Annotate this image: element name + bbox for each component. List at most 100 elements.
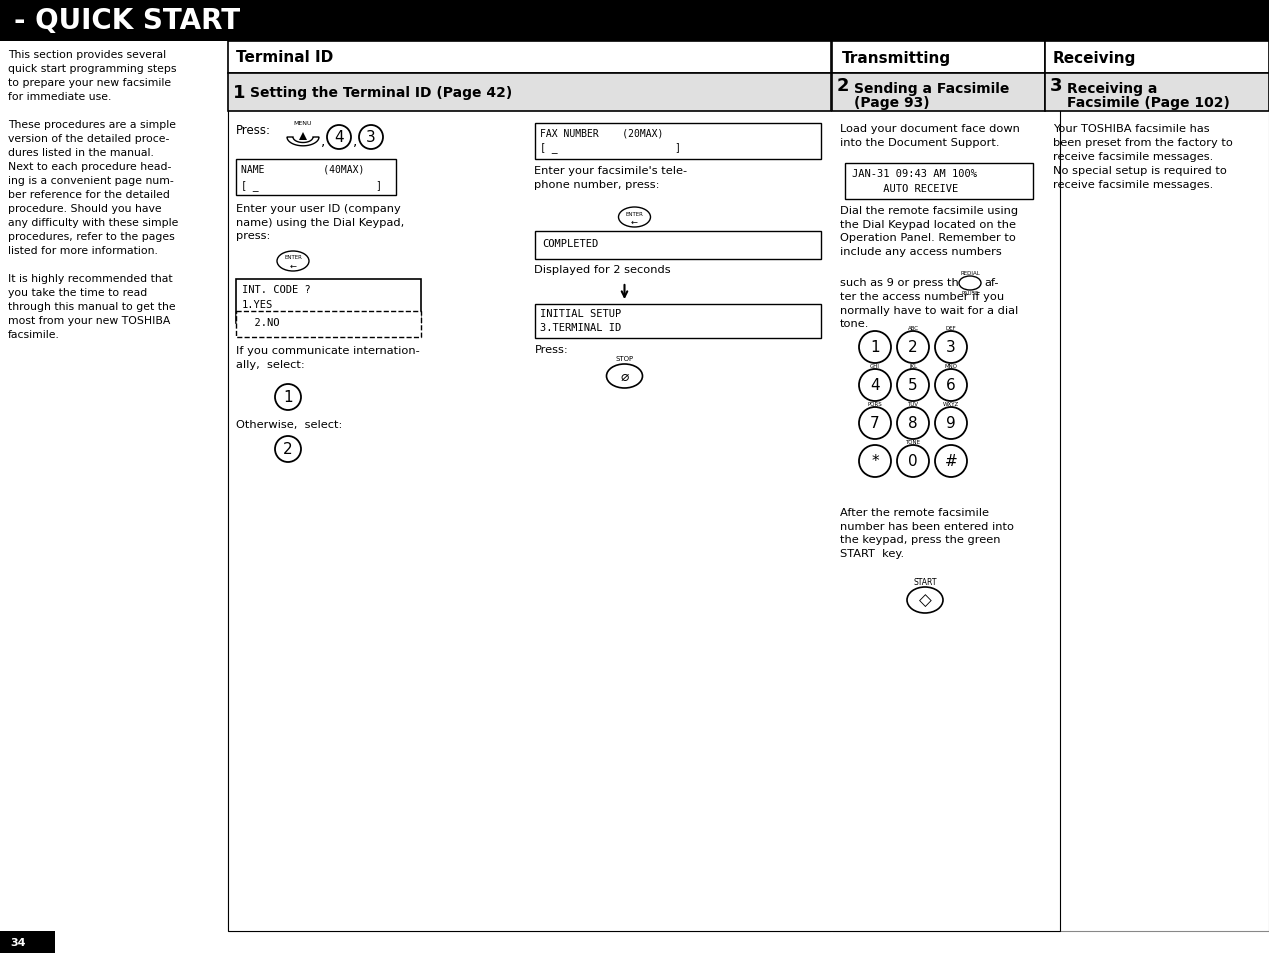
- Text: Terminal ID: Terminal ID: [236, 51, 334, 66]
- Bar: [236, 280, 421, 324]
- Text: If you communicate internation-
ally,  select:: If you communicate internation- ally, se…: [236, 346, 420, 369]
- Bar: [845, 164, 1033, 200]
- Bar: [228, 42, 831, 74]
- Text: GHI: GHI: [871, 364, 879, 369]
- Text: 1: 1: [283, 390, 293, 405]
- Text: Receiving: Receiving: [1053, 51, 1136, 66]
- Text: MENU: MENU: [293, 121, 312, 126]
- Text: ter the access number if you
normally have to wait for a dial
tone.: ter the access number if you normally ha…: [840, 292, 1018, 329]
- Text: - QUICK START: - QUICK START: [14, 7, 240, 35]
- Text: 4: 4: [871, 378, 879, 393]
- Text: COMPLETED: COMPLETED: [543, 239, 599, 249]
- Text: #: #: [944, 454, 957, 469]
- Bar: [228, 74, 831, 112]
- Bar: [236, 312, 421, 337]
- Bar: [0, 931, 55, 953]
- Bar: [832, 42, 1044, 931]
- Text: ←: ←: [289, 261, 297, 271]
- Circle shape: [859, 408, 891, 439]
- Text: 3: 3: [1049, 77, 1062, 95]
- Text: 2: 2: [909, 340, 917, 355]
- Text: TUV: TUV: [907, 401, 919, 407]
- Circle shape: [897, 370, 929, 401]
- Polygon shape: [287, 138, 319, 147]
- Text: Transmitting: Transmitting: [843, 51, 952, 66]
- Text: 9: 9: [947, 416, 956, 431]
- Bar: [534, 305, 821, 338]
- Text: 1.YES: 1.YES: [242, 299, 273, 310]
- Text: 7: 7: [871, 416, 879, 431]
- Circle shape: [935, 408, 967, 439]
- Text: WXYZ: WXYZ: [943, 401, 959, 407]
- Text: (Page 93): (Page 93): [854, 96, 930, 110]
- Bar: [228, 42, 1060, 931]
- Text: Press:: Press:: [236, 124, 272, 137]
- Text: 1: 1: [233, 84, 245, 102]
- Text: Enter your facsimile's tele-
phone number, press:: Enter your facsimile's tele- phone numbe…: [534, 166, 688, 190]
- Circle shape: [275, 385, 301, 411]
- Circle shape: [897, 332, 929, 364]
- Text: ◇: ◇: [919, 592, 931, 609]
- Bar: [534, 124, 821, 160]
- Text: ,: ,: [353, 133, 358, 148]
- Ellipse shape: [277, 252, 308, 272]
- Text: Facsimile (Page 102): Facsimile (Page 102): [1067, 96, 1230, 110]
- Text: [ _                    ]: [ _ ]: [241, 180, 382, 191]
- Text: Load your document face down
into the Document Support.: Load your document face down into the Do…: [840, 124, 1020, 148]
- Text: 1: 1: [871, 340, 879, 355]
- Text: AUTO RECEIVE: AUTO RECEIVE: [851, 184, 958, 193]
- Text: INT. CODE ?: INT. CODE ?: [242, 285, 311, 294]
- Bar: [832, 74, 1044, 112]
- Text: 4: 4: [334, 131, 344, 146]
- Bar: [0, 0, 1269, 42]
- Text: 0: 0: [909, 454, 917, 469]
- Text: NAME          (40MAX): NAME (40MAX): [241, 165, 364, 174]
- Circle shape: [897, 408, 929, 439]
- Text: STOP: STOP: [615, 355, 633, 361]
- Circle shape: [935, 370, 967, 401]
- Text: PAUSE: PAUSE: [961, 292, 978, 296]
- Text: 2: 2: [838, 77, 849, 95]
- Text: REDIAL: REDIAL: [961, 272, 980, 276]
- Text: ABC: ABC: [907, 326, 919, 331]
- Circle shape: [935, 332, 967, 364]
- Text: Enter your user ID (company
name) using the Dial Keypad,
press:: Enter your user ID (company name) using …: [236, 204, 405, 241]
- Text: Displayed for 2 seconds: Displayed for 2 seconds: [534, 265, 671, 274]
- Bar: [1044, 42, 1269, 931]
- Circle shape: [327, 126, 352, 150]
- Bar: [228, 42, 831, 931]
- Text: Otherwise,  select:: Otherwise, select:: [236, 419, 343, 430]
- Text: such as 9 or press the: such as 9 or press the: [840, 277, 966, 288]
- Bar: [832, 42, 1044, 74]
- Circle shape: [275, 436, 301, 462]
- Text: *: *: [872, 454, 879, 469]
- Text: 2.NO: 2.NO: [242, 317, 279, 328]
- Text: DEF: DEF: [945, 326, 957, 331]
- Text: Press:: Press:: [534, 345, 569, 355]
- Text: 3.TERMINAL ID: 3.TERMINAL ID: [539, 323, 621, 333]
- Ellipse shape: [607, 365, 642, 389]
- Text: ENTER: ENTER: [284, 255, 302, 260]
- Text: Your TOSHIBA facsimile has
been preset from the factory to
receive facsimile mes: Your TOSHIBA facsimile has been preset f…: [1053, 124, 1233, 190]
- Text: Setting the Terminal ID (Page 42): Setting the Terminal ID (Page 42): [250, 86, 513, 100]
- Polygon shape: [299, 132, 307, 141]
- Text: Dial the remote facsimile using
the Dial Keypad located on the
Operation Panel. : Dial the remote facsimile using the Dial…: [840, 206, 1018, 256]
- Text: INITIAL SETUP: INITIAL SETUP: [539, 309, 621, 318]
- Ellipse shape: [959, 276, 981, 291]
- Circle shape: [859, 332, 891, 364]
- Text: PQRS: PQRS: [868, 401, 882, 407]
- Ellipse shape: [618, 208, 651, 228]
- Circle shape: [359, 126, 383, 150]
- Text: 8: 8: [909, 416, 917, 431]
- Text: 3: 3: [367, 131, 376, 146]
- Text: ,: ,: [321, 133, 325, 148]
- Circle shape: [859, 370, 891, 401]
- Bar: [1044, 74, 1269, 112]
- Circle shape: [935, 446, 967, 477]
- Text: ←: ←: [631, 217, 638, 226]
- Circle shape: [859, 446, 891, 477]
- Text: This section provides several
quick start programming steps
to prepare your new : This section provides several quick star…: [8, 50, 179, 339]
- Text: 2: 2: [283, 442, 293, 457]
- Text: 3: 3: [947, 340, 956, 355]
- Text: 5: 5: [909, 378, 917, 393]
